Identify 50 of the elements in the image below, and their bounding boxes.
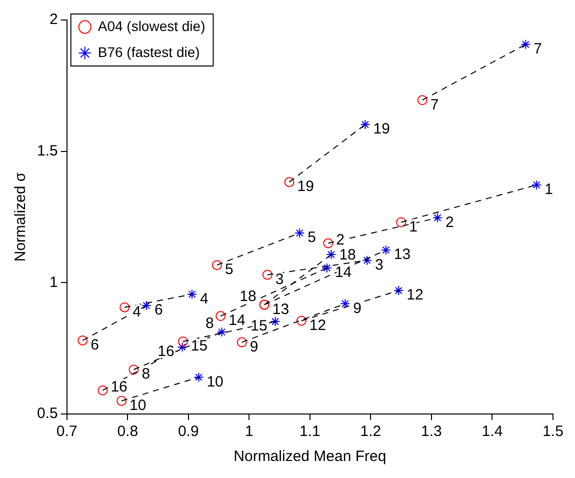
annotation: 6 bbox=[90, 336, 99, 354]
y-tick-label: 0.5 bbox=[36, 405, 58, 422]
y-tick-label: 2 bbox=[50, 11, 58, 28]
annotation: 18 bbox=[240, 288, 256, 305]
legend-label: A04 (slowest die) bbox=[98, 18, 206, 34]
annotation: 16 bbox=[158, 343, 174, 360]
annotation: 13 bbox=[272, 300, 290, 318]
x-tick-label: 1.5 bbox=[542, 423, 564, 440]
annotation: 8 bbox=[205, 315, 214, 332]
annotation: 6 bbox=[154, 302, 163, 319]
annotation: 2 bbox=[446, 214, 454, 231]
annotation: 5 bbox=[308, 229, 316, 246]
x-tick-label: 1.3 bbox=[421, 423, 442, 440]
annotation: 9 bbox=[250, 338, 258, 356]
x-tick-label: 0.9 bbox=[178, 423, 199, 440]
annotation: 4 bbox=[200, 290, 208, 308]
annotation: 7 bbox=[430, 96, 439, 114]
annotation: 10 bbox=[206, 373, 224, 390]
annotation: 5 bbox=[224, 261, 234, 278]
annotation: 14 bbox=[334, 264, 352, 282]
legend-label: B76 (fastest die) bbox=[98, 44, 200, 60]
annotation: 18 bbox=[339, 246, 356, 264]
annotation: 7 bbox=[534, 40, 542, 58]
annotation: 19 bbox=[297, 178, 314, 196]
annotation: 12 bbox=[406, 286, 424, 304]
y-axis-title: Normalized σ bbox=[12, 172, 30, 262]
annotation: 16 bbox=[110, 378, 128, 396]
x-tick-label: 1.4 bbox=[482, 423, 503, 440]
annotation: 4 bbox=[132, 304, 141, 320]
x-tick-label: 1.2 bbox=[360, 423, 382, 440]
annotation: 8 bbox=[142, 366, 150, 383]
y-tick-label: 1.5 bbox=[36, 142, 58, 160]
annotation: 15 bbox=[190, 338, 208, 355]
annotation: 19 bbox=[373, 120, 390, 138]
annotation: 15 bbox=[250, 318, 268, 335]
annotation: 1 bbox=[409, 218, 418, 236]
annotation: 3 bbox=[275, 270, 284, 288]
annotation: 9 bbox=[353, 300, 362, 317]
annotation: 10 bbox=[130, 397, 146, 414]
annotation: 1 bbox=[544, 181, 553, 198]
annotation: 3 bbox=[375, 256, 384, 274]
x-axis-title: Normalized Mean Freq bbox=[234, 448, 386, 466]
x-tick-label: 1 bbox=[244, 423, 254, 440]
annotation: 13 bbox=[394, 246, 411, 264]
x-tick-label: 1.1 bbox=[299, 423, 320, 440]
annotation: 14 bbox=[228, 312, 246, 330]
x-tick-label: 0.7 bbox=[56, 423, 78, 440]
annotation: 12 bbox=[309, 316, 326, 334]
x-tick-label: 0.8 bbox=[117, 423, 138, 440]
y-tick-label: 1 bbox=[50, 274, 58, 291]
